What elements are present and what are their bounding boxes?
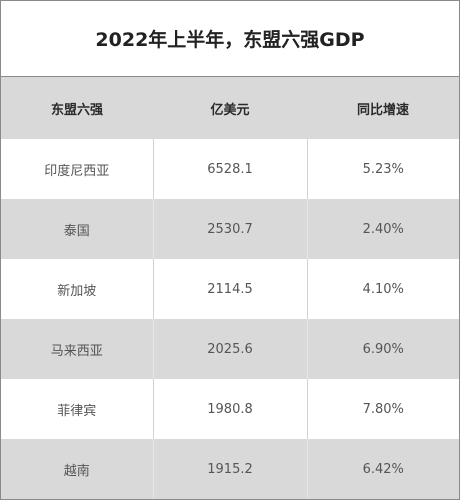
column-header-country: 东盟六强 <box>50 102 103 118</box>
cell-gdp: 2025.6 <box>153 319 308 379</box>
cell-gdp: 1980.8 <box>153 379 308 439</box>
cell-country: 马来西亚 <box>1 319 154 379</box>
cell-gdp: 2530.7 <box>153 199 308 259</box>
cell-growth: 6.90% <box>362 341 404 357</box>
table-title: 2022年上半年，东盟六强GDP <box>1 1 459 77</box>
cell-growth: 7.80% <box>362 401 404 417</box>
table-row: 新加坡 2114.5 4.10% <box>1 259 459 319</box>
table-row: 泰国 2530.7 2.40% <box>1 199 459 259</box>
table-row: 越南 1915.2 6.42% <box>1 439 459 499</box>
cell-growth: 4.10% <box>362 281 404 297</box>
cell-country: 印度尼西亚 <box>1 139 154 199</box>
cell-gdp: 2114.5 <box>153 259 308 319</box>
cell-growth: 6.42% <box>362 461 404 477</box>
cell-gdp: 6528.1 <box>153 139 308 199</box>
header-row: 东盟六强 亿美元 同比增速 <box>1 77 459 139</box>
cell-country: 菲律宾 <box>1 379 154 439</box>
cell-growth: 5.23% <box>362 161 404 177</box>
cell-gdp: 1915.2 <box>153 439 308 499</box>
cell-country: 新加坡 <box>1 259 154 319</box>
column-header-growth: 同比增速 <box>356 102 409 118</box>
gdp-table: 东盟六强 亿美元 同比增速 印度尼西亚 6528.1 5.23% 泰国 2530… <box>1 77 459 499</box>
cell-country: 越南 <box>1 439 154 499</box>
table-row: 菲律宾 1980.8 7.80% <box>1 379 459 439</box>
table-row: 印度尼西亚 6528.1 5.23% <box>1 139 459 199</box>
column-header-gdp: 亿美元 <box>210 102 250 118</box>
table-row: 马来西亚 2025.6 6.90% <box>1 319 459 379</box>
cell-growth: 2.40% <box>362 221 404 237</box>
cell-country: 泰国 <box>1 199 154 259</box>
